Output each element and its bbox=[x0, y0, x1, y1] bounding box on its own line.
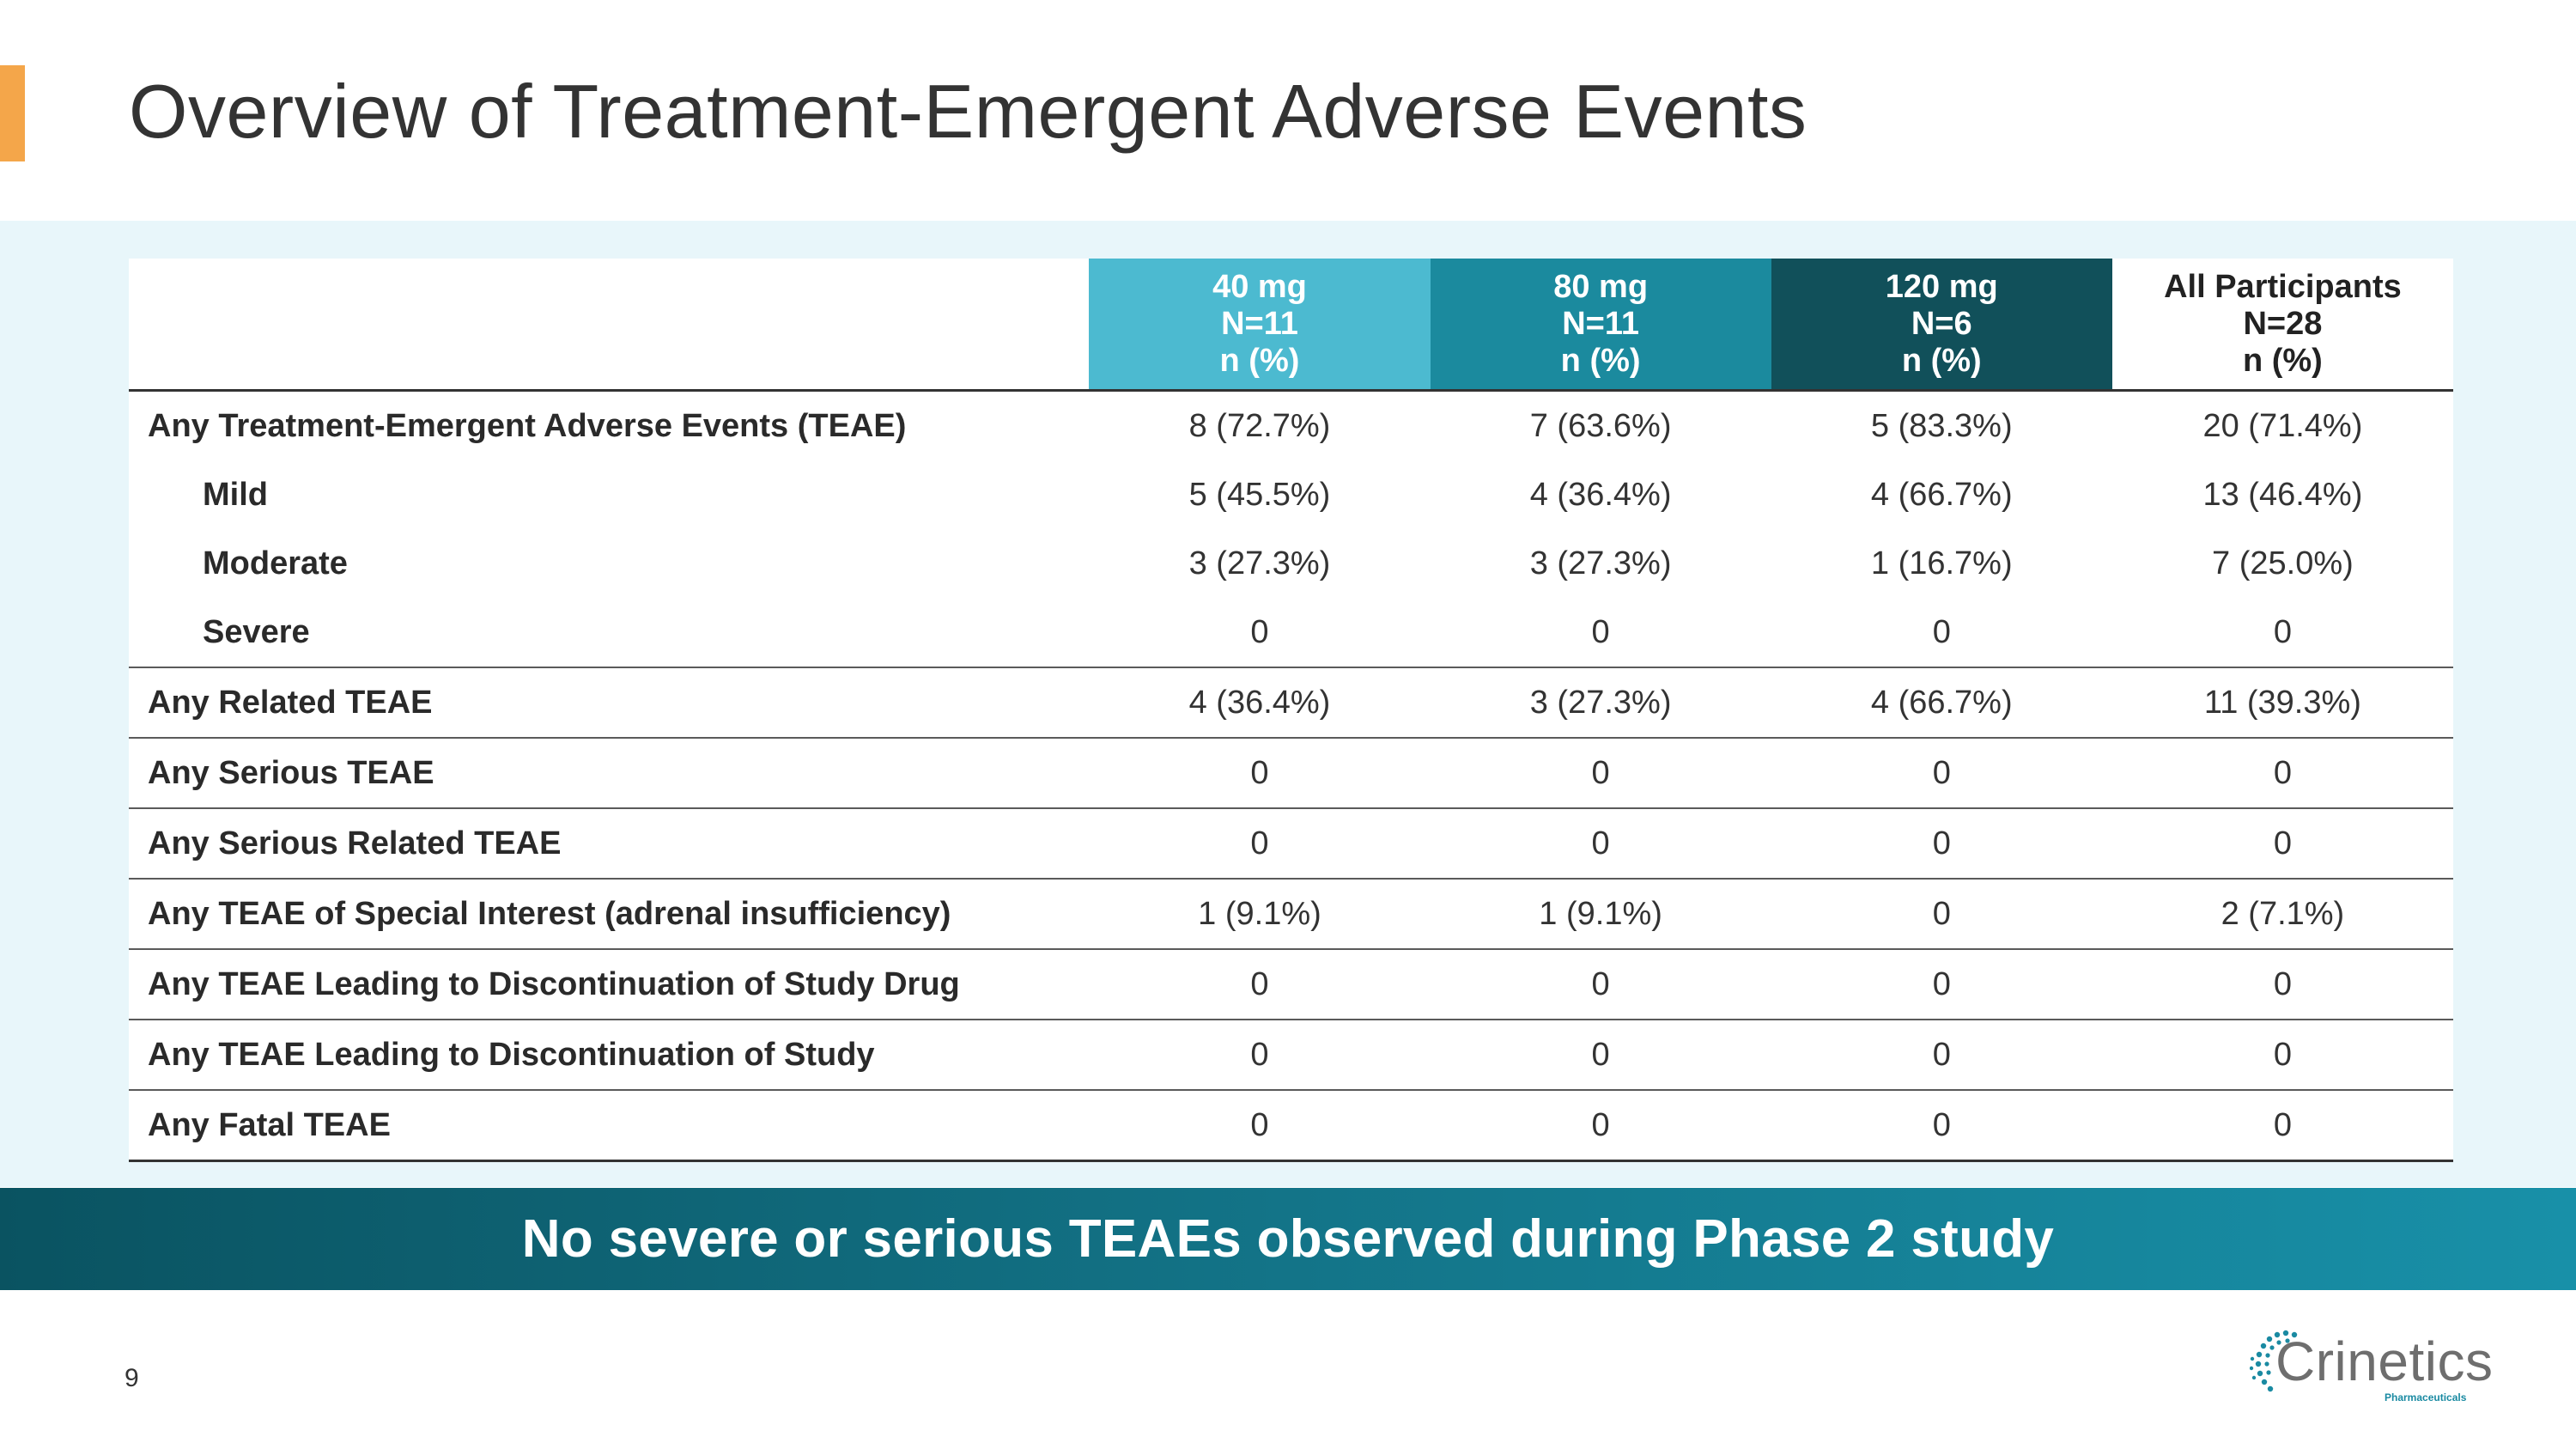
table-row: Any TEAE of Special Interest (adrenal in… bbox=[129, 878, 2453, 949]
cell-80mg: 0 bbox=[1430, 948, 1771, 1020]
cell-all: 0 bbox=[2111, 737, 2453, 808]
cell-120mg: 4 (66.7%) bbox=[1870, 476, 2013, 513]
row-label: Any Treatment-Emergent Adverse Events (T… bbox=[148, 407, 907, 444]
table-row: Any Fatal TEAE 0 0 0 0 bbox=[129, 1089, 2453, 1162]
header-n: N=28 bbox=[2243, 305, 2323, 342]
row-label: Any TEAE Leading to Discontinuation of S… bbox=[129, 948, 1090, 1020]
cell-120mg: 0 bbox=[1932, 613, 1951, 650]
banner-text: No severe or serious TEAEs observed duri… bbox=[521, 1209, 2055, 1269]
cell-40mg: 1 (9.1%) bbox=[1089, 878, 1431, 949]
teae-table: 40 mg N=11 n (%) 80 mg N=11 n (%) 120 mg… bbox=[129, 259, 2453, 1162]
cell-all: 0 bbox=[2111, 1019, 2453, 1090]
cell-120mg: 0 bbox=[1771, 1089, 2112, 1162]
logo-dots-icon bbox=[2250, 1330, 2298, 1392]
cell-120mg: 0 bbox=[1771, 1019, 2112, 1090]
cell-all: 2 (7.1%) bbox=[2111, 878, 2453, 949]
cell-80mg: 0 bbox=[1430, 807, 1771, 879]
cell-40mg: 0 bbox=[1089, 807, 1431, 879]
cell-40mg: 5 (45.5%) bbox=[1188, 476, 1331, 513]
header-all-participants: All Participants N=28 n (%) bbox=[2111, 259, 2453, 392]
header-120mg: 120 mg N=6 n (%) bbox=[1771, 259, 2112, 392]
row-label: Any Fatal TEAE bbox=[129, 1089, 1090, 1162]
cell-40mg: 4 (36.4%) bbox=[1089, 667, 1431, 738]
cell-all: 7 (25.0%) bbox=[2212, 545, 2354, 581]
table-row: Any Treatment-Emergent Adverse Events (T… bbox=[129, 391, 2453, 461]
cell-all: 0 bbox=[2111, 948, 2453, 1020]
table-row: Any Serious TEAE 0 0 0 0 bbox=[129, 737, 2453, 808]
table-row: Moderate 3 (27.3%) 3 (27.3%) 1 (16.7%) 7… bbox=[129, 529, 2453, 598]
page-number: 9 bbox=[125, 1364, 139, 1392]
header-dose: 120 mg bbox=[1885, 268, 1998, 305]
cell-40mg: 0 bbox=[1089, 1089, 1431, 1162]
header-40mg: 40 mg N=11 n (%) bbox=[1089, 259, 1431, 392]
cell-all: 0 bbox=[2111, 1089, 2453, 1162]
table-row: Mild 5 (45.5%) 4 (36.4%) 4 (66.7%) 13 (4… bbox=[129, 460, 2453, 529]
cell-80mg: 7 (63.6%) bbox=[1529, 407, 1672, 444]
cell-120mg: 5 (83.3%) bbox=[1870, 407, 2013, 444]
summary-banner: No severe or serious TEAEs observed duri… bbox=[0, 1188, 2576, 1290]
header-80mg: 80 mg N=11 n (%) bbox=[1430, 259, 1771, 392]
cell-all: 20 (71.4%) bbox=[2202, 407, 2363, 444]
cell-all: 11 (39.3%) bbox=[2111, 667, 2453, 738]
header-empty-cell bbox=[129, 259, 1090, 392]
cell-120mg: 0 bbox=[1771, 807, 2112, 879]
crinetics-logo: Crinetics Pharmaceuticals bbox=[2250, 1330, 2493, 1407]
cell-80mg: 4 (36.4%) bbox=[1529, 476, 1672, 513]
cell-120mg: 1 (16.7%) bbox=[1870, 545, 2013, 581]
table-row: Severe 0 0 0 0 bbox=[129, 598, 2453, 667]
cell-80mg: 3 (27.3%) bbox=[1430, 667, 1771, 738]
cell-40mg: 3 (27.3%) bbox=[1188, 545, 1331, 581]
header-unit: n (%) bbox=[1901, 342, 1982, 379]
logo-subtext: Pharmaceuticals bbox=[2385, 1391, 2467, 1403]
row-label: Any TEAE of Special Interest (adrenal in… bbox=[129, 878, 1090, 949]
header-n: N=6 bbox=[1911, 305, 1972, 342]
header-dose: 40 mg bbox=[1212, 268, 1307, 305]
cell-120mg: 0 bbox=[1771, 948, 2112, 1020]
cell-80mg: 0 bbox=[1430, 737, 1771, 808]
cell-120mg: 0 bbox=[1771, 737, 2112, 808]
teae-table-wrapper: 40 mg N=11 n (%) 80 mg N=11 n (%) 120 mg… bbox=[129, 259, 2453, 1162]
cell-40mg: 0 bbox=[1089, 948, 1431, 1020]
cell-80mg: 0 bbox=[1591, 613, 1610, 650]
header-unit: n (%) bbox=[2242, 342, 2323, 379]
slide-title: Overview of Treatment-Emergent Adverse E… bbox=[129, 69, 1807, 154]
cell-120mg: 4 (66.7%) bbox=[1771, 667, 2112, 738]
cell-all: 0 bbox=[2111, 807, 2453, 879]
cell-40mg: 8 (72.7%) bbox=[1188, 407, 1331, 444]
cell-all: 0 bbox=[2273, 613, 2292, 650]
row-label: Any Serious Related TEAE bbox=[129, 807, 1090, 879]
header-dose: All Participants bbox=[2164, 268, 2402, 305]
table-row: Any TEAE Leading to Discontinuation of S… bbox=[129, 948, 2453, 1020]
cell-80mg: 3 (27.3%) bbox=[1529, 545, 1672, 581]
logo-wordmark: Crinetics bbox=[2275, 1330, 2494, 1392]
cell-80mg: 0 bbox=[1430, 1089, 1771, 1162]
row-label: Moderate bbox=[203, 545, 348, 581]
header-n: N=11 bbox=[1221, 305, 1298, 342]
cell-40mg: 0 bbox=[1250, 613, 1269, 650]
table-header-row: 40 mg N=11 n (%) 80 mg N=11 n (%) 120 mg… bbox=[129, 259, 2453, 392]
title-accent-bar bbox=[0, 65, 25, 161]
row-label: Any Related TEAE bbox=[129, 667, 1090, 738]
header-unit: n (%) bbox=[1560, 342, 1641, 379]
table-row: Any Related TEAE 4 (36.4%) 3 (27.3%) 4 (… bbox=[129, 667, 2453, 738]
header-n: N=11 bbox=[1562, 305, 1640, 342]
table-row: Any TEAE Leading to Discontinuation of S… bbox=[129, 1019, 2453, 1090]
row-label: Any TEAE Leading to Discontinuation of S… bbox=[129, 1019, 1090, 1090]
cell-all: 13 (46.4%) bbox=[2202, 476, 2363, 513]
row-label: Any Serious TEAE bbox=[129, 737, 1090, 808]
table-row: Any Serious Related TEAE 0 0 0 0 bbox=[129, 807, 2453, 879]
header-dose: 80 mg bbox=[1553, 268, 1649, 305]
header-unit: n (%) bbox=[1219, 342, 1300, 379]
row-label: Mild bbox=[203, 476, 268, 513]
cell-80mg: 1 (9.1%) bbox=[1430, 878, 1771, 949]
cell-120mg: 0 bbox=[1771, 878, 2112, 949]
cell-40mg: 0 bbox=[1089, 1019, 1431, 1090]
row-label: Severe bbox=[203, 613, 310, 650]
cell-80mg: 0 bbox=[1430, 1019, 1771, 1090]
cell-40mg: 0 bbox=[1089, 737, 1431, 808]
